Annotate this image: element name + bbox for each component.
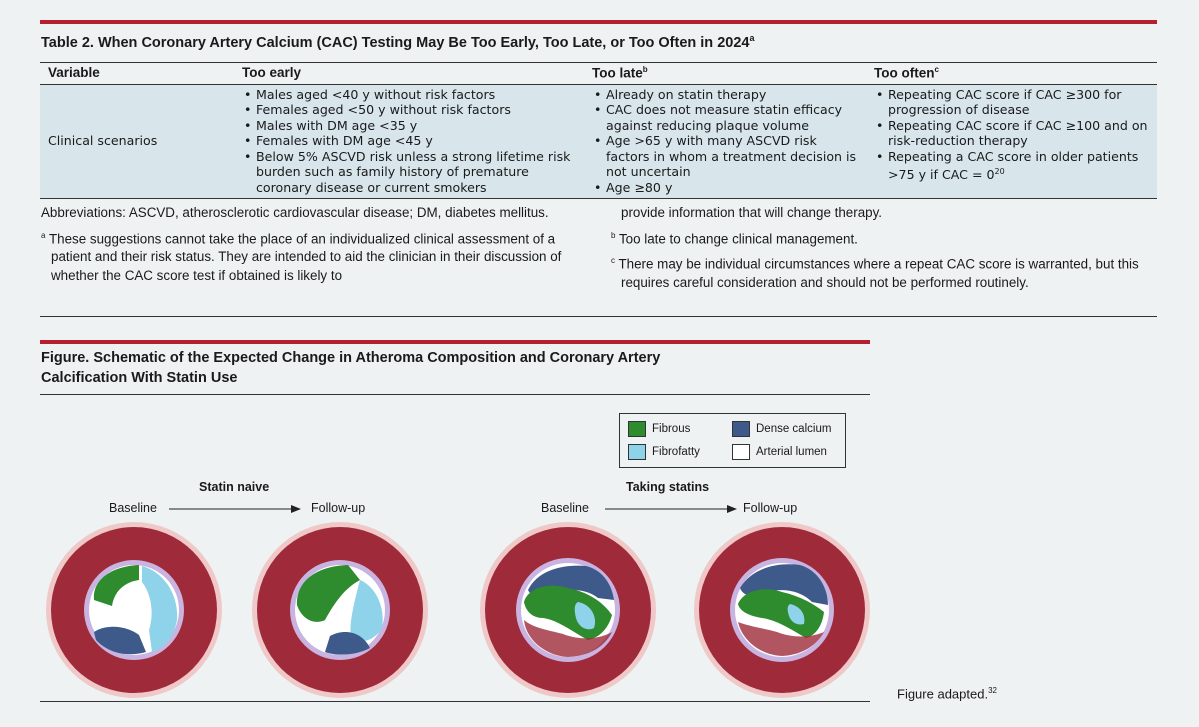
list-item: Repeating a CAC score in older patients …	[876, 149, 1149, 183]
footnote-a-continued: provide information that will change the…	[621, 205, 883, 220]
vessel-statins-followup	[694, 522, 870, 698]
figure-title: Figure. Schematic of the Expected Change…	[41, 350, 661, 386]
group-title-taking-statins: Taking statins	[626, 480, 710, 494]
footnote-c: c There may be individual circumstances …	[611, 256, 1139, 291]
cell-too-often: Repeating CAC score if CAC ≥300 for prog…	[866, 84, 1157, 199]
fibrous-swatch-icon	[628, 421, 646, 437]
label-followup-naive: Follow-up	[311, 501, 366, 515]
legend-item-fibrous: Fibrous	[628, 421, 690, 437]
footnotes-right: provide information that will change the…	[611, 204, 1163, 297]
vessel-naive-baseline	[46, 522, 222, 698]
cell-too-early: Males aged <40 y without risk factors Fe…	[234, 84, 584, 199]
figure-credit: Figure adapted.32	[897, 686, 997, 702]
legend-item-fibrofatty: Fibrofatty	[628, 444, 700, 460]
list-item: Females aged <50 y without risk factors	[244, 102, 576, 118]
vessel-naive-followup	[252, 522, 428, 698]
table-top-accent-bar	[40, 20, 1157, 24]
table-row: Clinical scenarios Males aged <40 y with…	[40, 84, 1157, 199]
list-item: CAC does not measure statin efficacy aga…	[594, 102, 858, 133]
table-title: Table 2. When Coronary Artery Calcium (C…	[41, 33, 755, 51]
header-too-early: Too early	[234, 62, 584, 85]
figure-top-accent-bar	[40, 340, 870, 344]
legend-item-dense-calcium: Dense calcium	[732, 421, 831, 437]
figure-legend: Fibrous Dense calcium Fibrofatty Arteria…	[619, 413, 846, 468]
arterial-lumen-swatch-icon	[732, 444, 750, 460]
footnotes-left: Abbreviations: ASCVD, atherosclerotic ca…	[41, 204, 586, 289]
table-header-row: Variable Too early Too lateb Too oftenc	[40, 62, 1157, 85]
list-item: Males aged <40 y without risk factors	[244, 87, 576, 103]
arrow-naive-icon	[169, 505, 301, 513]
cac-testing-table: Variable Too early Too lateb Too oftenc …	[40, 62, 1157, 199]
header-too-late: Too lateb	[584, 62, 866, 85]
figure-title-rule	[40, 394, 870, 395]
arrow-statins-icon	[605, 505, 737, 513]
footnote-a: a These suggestions cannot take the plac…	[41, 230, 562, 283]
table-bottom-rule	[40, 316, 1157, 317]
label-baseline-statins: Baseline	[541, 501, 589, 515]
header-too-often: Too oftenc	[866, 62, 1157, 85]
list-item: Already on statin therapy	[594, 87, 858, 103]
list-item: Below 5% ASCVD risk unless a strong life…	[244, 149, 576, 196]
list-item: Females with DM age <45 y	[244, 133, 576, 149]
list-item: Repeating CAC score if CAC ≥100 and on r…	[876, 118, 1149, 149]
label-followup-statins: Follow-up	[743, 501, 798, 515]
figure-bottom-rule	[40, 701, 870, 702]
label-baseline-naive: Baseline	[109, 501, 157, 515]
vessel-statins-baseline	[480, 522, 656, 698]
list-item: Age >65 y with many ASCVD risk factors i…	[594, 133, 858, 180]
list-item: Repeating CAC score if CAC ≥300 for prog…	[876, 87, 1149, 118]
legend-item-arterial-lumen: Arterial lumen	[732, 444, 827, 460]
header-variable: Variable	[40, 62, 234, 85]
group-title-statin-naive: Statin naive	[199, 480, 270, 494]
fibrofatty-swatch-icon	[628, 444, 646, 460]
cell-variable: Clinical scenarios	[40, 84, 234, 199]
list-item: Age ≥80 y	[594, 180, 858, 196]
dense-calcium-swatch-icon	[732, 421, 750, 437]
list-item: Males with DM age <35 y	[244, 118, 576, 134]
abbreviations-note: Abbreviations: ASCVD, atherosclerotic ca…	[41, 205, 549, 220]
footnote-b: b Too late to change clinical management…	[611, 230, 858, 246]
cell-too-late: Already on statin therapy CAC does not m…	[584, 84, 866, 199]
